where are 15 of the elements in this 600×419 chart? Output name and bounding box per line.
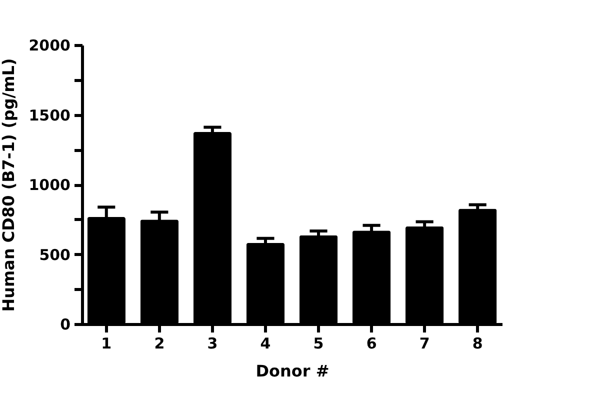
x-tick-label: 1 [101,334,112,352]
y-tick-label: 500 [39,246,70,264]
y-tick-label: 0 [60,316,70,334]
y-axis-title: Human CD80 (B7-1) (pg/mL) [0,58,18,312]
x-axis-title: Donor # [256,362,330,380]
x-tick-label: 3 [207,334,218,352]
x-tick-label: 7 [419,334,430,352]
x-tick-label: 2 [154,334,165,352]
x-tick-label: 8 [472,334,483,352]
x-tick-label: 6 [366,334,377,352]
y-tick-label: 2000 [28,36,70,54]
x-tick-label: 5 [313,334,324,352]
x-tick-label: 4 [260,334,271,352]
y-tick-label: 1500 [28,106,70,124]
y-tick-label: 1000 [28,176,70,194]
